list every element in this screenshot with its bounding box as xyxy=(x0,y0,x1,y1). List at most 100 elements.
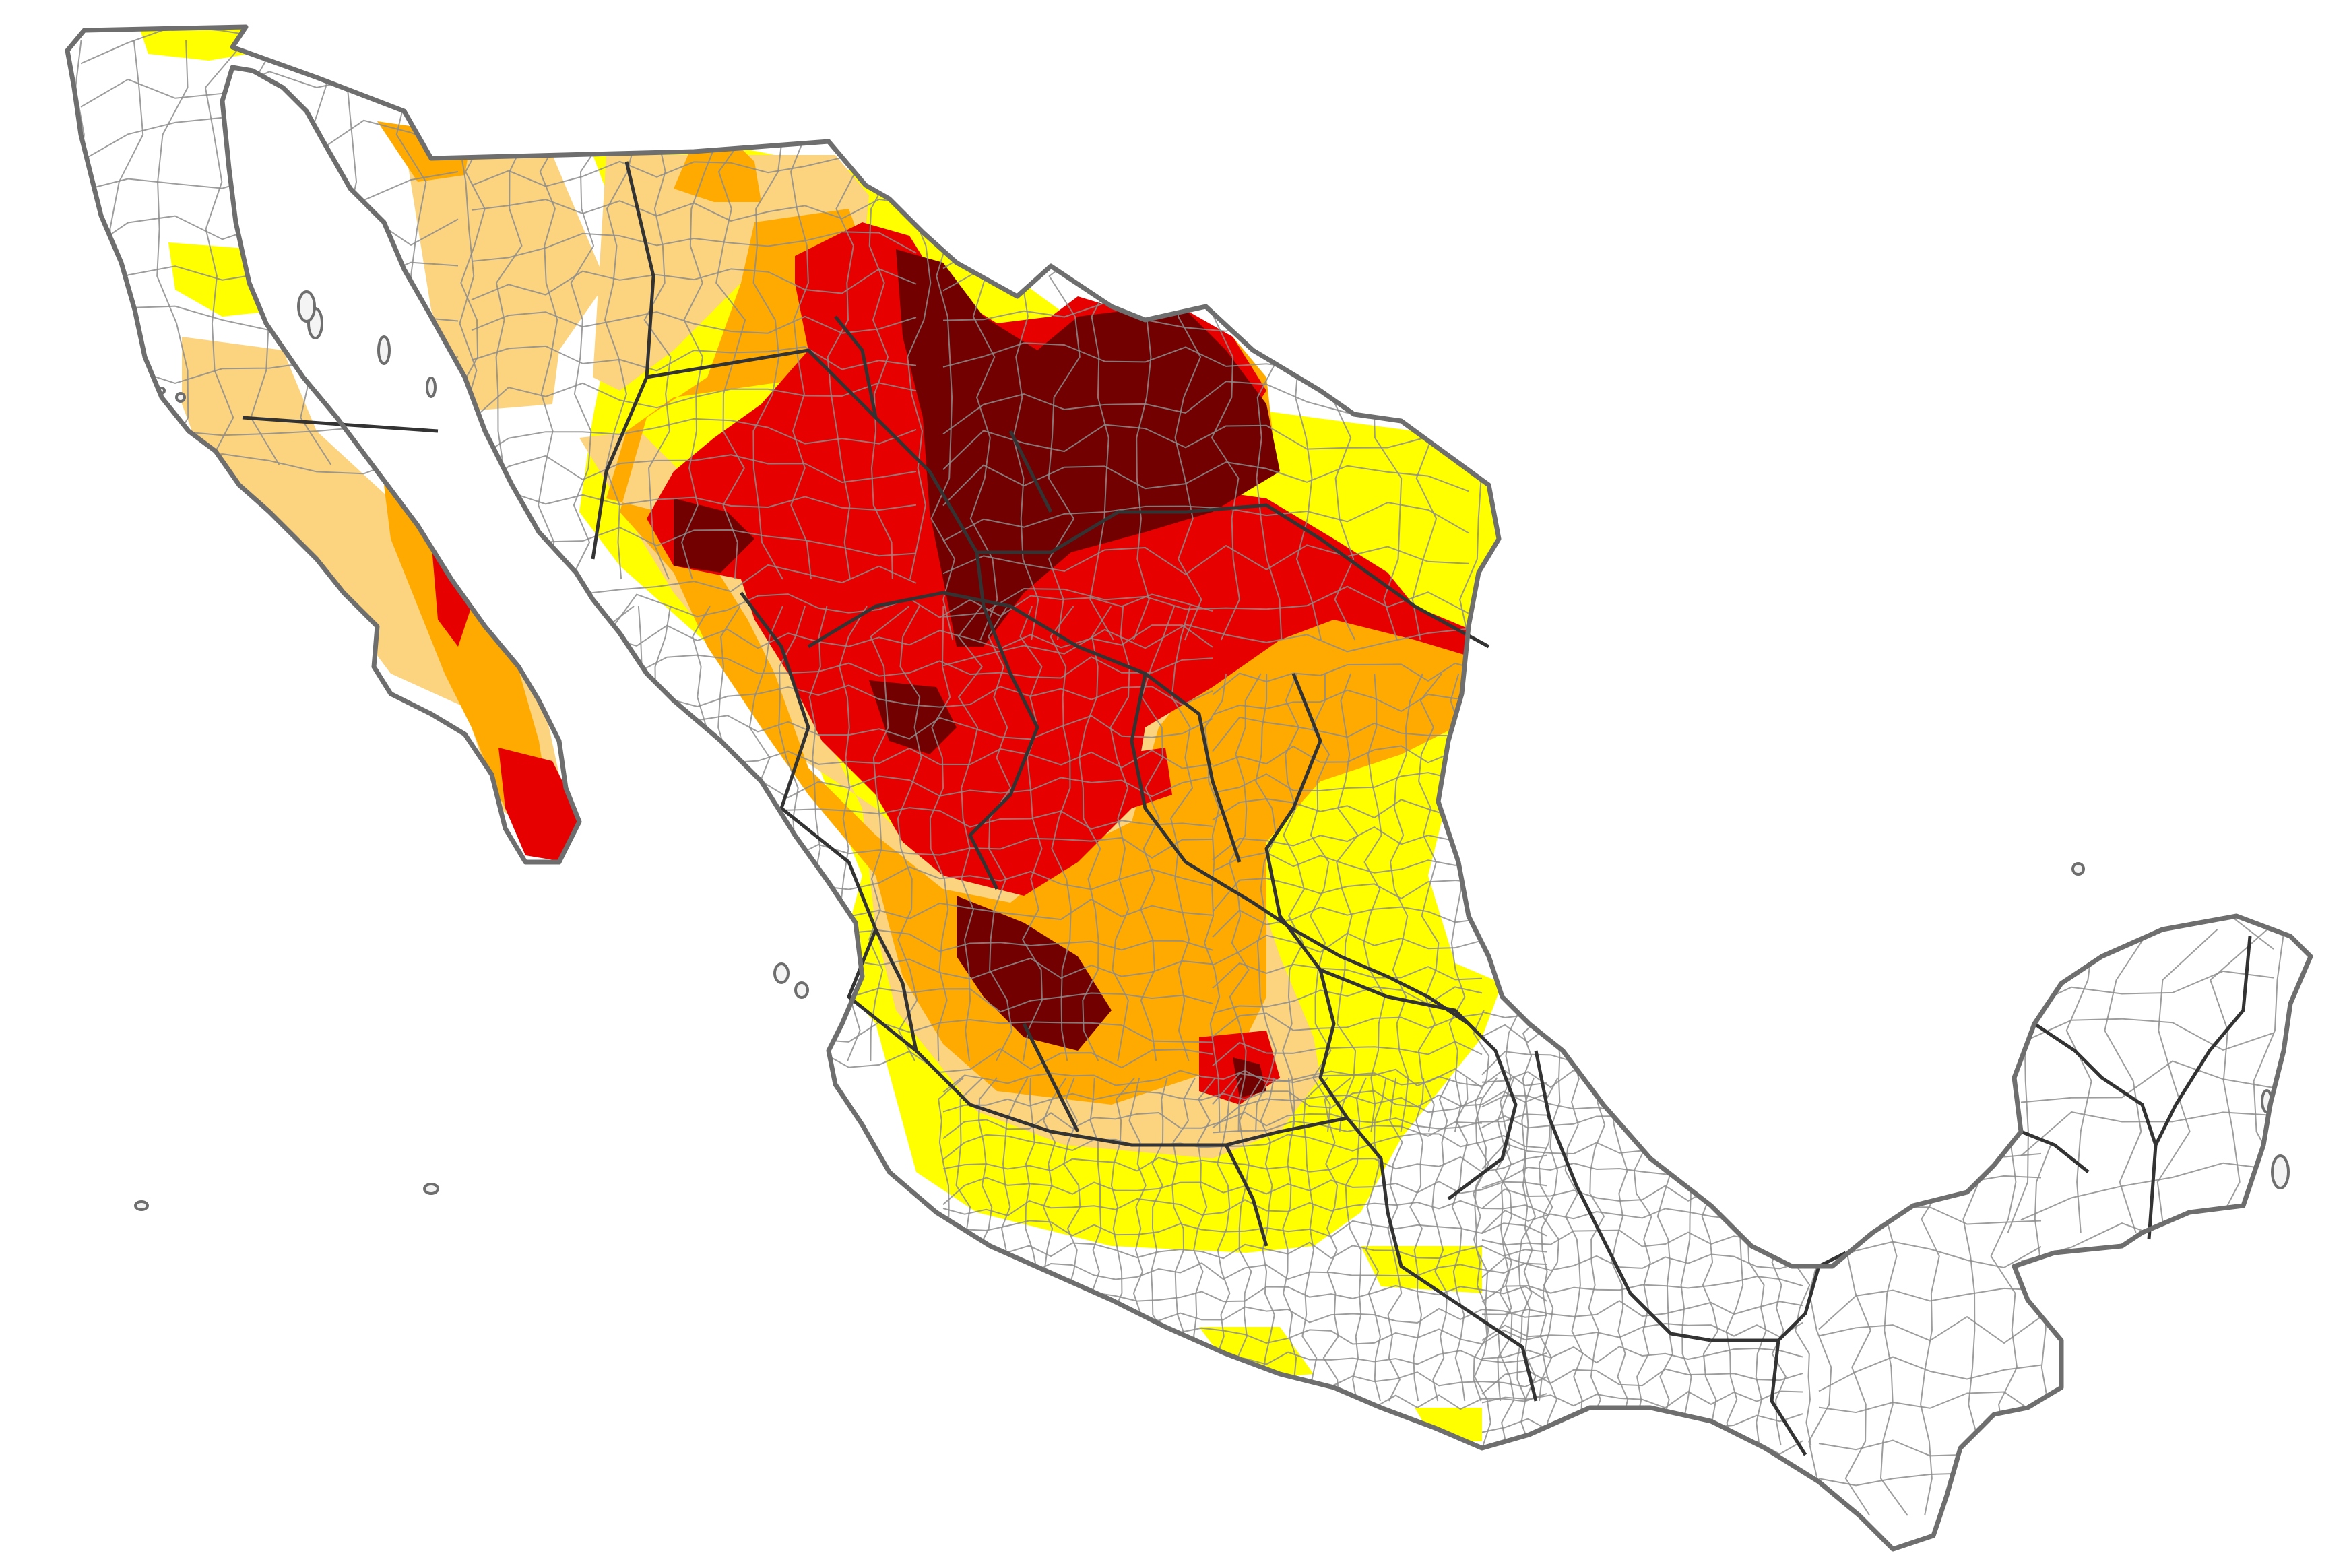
municipal-border-line xyxy=(1409,1077,1425,1402)
municipal-border-line xyxy=(1050,606,1074,1061)
municipal-border-line xyxy=(1212,1041,1483,1066)
municipal-border-line xyxy=(2020,1060,2274,1103)
municipal-border-line xyxy=(1481,1276,1803,1303)
municipal-border-line xyxy=(1473,1077,1498,1402)
municipal-border-line xyxy=(1282,673,1305,1132)
municipal-border-line xyxy=(969,235,1002,641)
municipal-border-line xyxy=(606,684,1213,716)
municipal-border-line xyxy=(942,261,1469,292)
municipal-border-line xyxy=(643,134,672,580)
municipal-border-line xyxy=(1481,1300,1803,1317)
municipal-border-line xyxy=(942,461,1469,507)
municipal-border-line xyxy=(1212,797,1483,821)
municipal-border-line xyxy=(1212,878,1483,913)
municipal-border-line xyxy=(930,235,956,641)
municipal-border-line xyxy=(471,268,917,301)
municipal-border-line xyxy=(1431,1077,1452,1402)
municipal-border-line xyxy=(942,544,1469,575)
municipal-border-line xyxy=(1481,1001,1803,1020)
municipal-border-line xyxy=(942,502,1469,542)
municipal-border-line xyxy=(715,134,746,580)
municipal-border-line xyxy=(1237,1077,1263,1402)
municipal-border-line xyxy=(752,134,783,580)
municipal-border-line xyxy=(1390,673,1423,1132)
municipal-border-line xyxy=(1363,673,1386,1132)
municipal-border-line xyxy=(1089,235,1144,641)
municipal-border-line xyxy=(1387,1077,1403,1402)
municipal-border-line xyxy=(1212,851,1483,874)
municipal-border-line xyxy=(1215,1077,1242,1402)
municipal-border-line xyxy=(1212,1120,1483,1137)
municipal-border-line xyxy=(1497,1077,1515,1402)
municipal-border-line xyxy=(1212,986,1483,1014)
municipal-border-line xyxy=(1310,673,1332,1132)
municipal-border-line xyxy=(868,606,910,1061)
municipal-border-line xyxy=(1212,906,1483,938)
municipal-border-line xyxy=(942,1133,1547,1161)
municipal-border-line xyxy=(1212,826,1483,861)
municipal-border-line xyxy=(1818,1391,2042,1418)
municipal-border-line xyxy=(1538,1077,1559,1402)
municipal-border-line xyxy=(1140,606,1176,1061)
municipal-border-line xyxy=(942,1241,1547,1260)
municipal-border-line xyxy=(538,134,562,580)
municipal-border-line xyxy=(471,121,917,152)
municipal-border-line xyxy=(827,134,869,580)
municipal-border-line xyxy=(2210,929,2268,1233)
municipal-border-line xyxy=(2104,929,2150,1233)
municipal-border-line xyxy=(604,134,637,580)
municipal-border-line xyxy=(2020,970,2274,1012)
municipal-border-line xyxy=(1818,1241,2042,1268)
municipal-border-line xyxy=(790,134,812,580)
municipal-border-line xyxy=(1518,1010,1549,1446)
municipal-border-line xyxy=(957,606,983,1061)
country-outline xyxy=(65,24,2313,1552)
municipal-border-line xyxy=(471,454,917,501)
municipal-border-line xyxy=(942,1220,1547,1245)
municipal-border-line xyxy=(929,606,951,1061)
municipal-border-line xyxy=(1109,606,1130,1061)
municipal-border-line xyxy=(471,311,917,334)
municipal-border-line xyxy=(1212,689,1483,715)
municipal-border-line xyxy=(2020,1162,2274,1221)
municipal-border-line xyxy=(471,418,917,463)
d4-exceptional-drought-area xyxy=(674,249,1280,1098)
municipal-border-line xyxy=(1079,606,1112,1061)
municipal-border-line xyxy=(204,40,247,465)
municipal-border-line xyxy=(1481,1321,1803,1341)
municipal-border-line xyxy=(1417,673,1443,1132)
municipal-border-line xyxy=(471,382,917,421)
municipal-border-line xyxy=(1048,235,1103,641)
municipal-border-line xyxy=(1481,1346,1803,1364)
municipal-border-line xyxy=(868,134,916,580)
municipal-border-line xyxy=(1212,962,1483,989)
municipal-border-line xyxy=(2020,1018,2274,1051)
municipal-border-line xyxy=(1228,673,1262,1132)
municipal-border-line xyxy=(471,491,917,526)
municipal-border-line xyxy=(942,1262,1547,1284)
municipal-border-line xyxy=(2065,929,2095,1233)
municipal-border-line xyxy=(942,1154,1547,1173)
municipal-border-line xyxy=(624,606,649,1061)
municipal-border-line xyxy=(1473,1010,1491,1446)
municipal-border-line xyxy=(1336,673,1359,1132)
municipal-border-line xyxy=(1481,1368,1803,1395)
municipal-border-line xyxy=(1301,1077,1329,1402)
municipal-border-line xyxy=(1212,745,1483,768)
municipal-border-line xyxy=(1451,1077,1469,1402)
municipal-border-line xyxy=(1212,772,1483,794)
municipal-border-line xyxy=(1542,1010,1561,1446)
municipal-border-line xyxy=(942,624,1469,667)
municipal-border-line xyxy=(570,134,606,580)
municipal-border-line xyxy=(1818,1356,2042,1392)
municipal-border-line xyxy=(1255,673,1277,1132)
state-borders xyxy=(242,161,2252,1456)
municipal-border-line xyxy=(156,40,189,465)
municipal-border-line xyxy=(1212,1012,1483,1037)
municipal-border-line xyxy=(1019,606,1043,1061)
municipal-border-line xyxy=(606,654,1213,679)
municipal-border-line xyxy=(988,606,1012,1061)
municipal-border-line xyxy=(471,345,917,372)
